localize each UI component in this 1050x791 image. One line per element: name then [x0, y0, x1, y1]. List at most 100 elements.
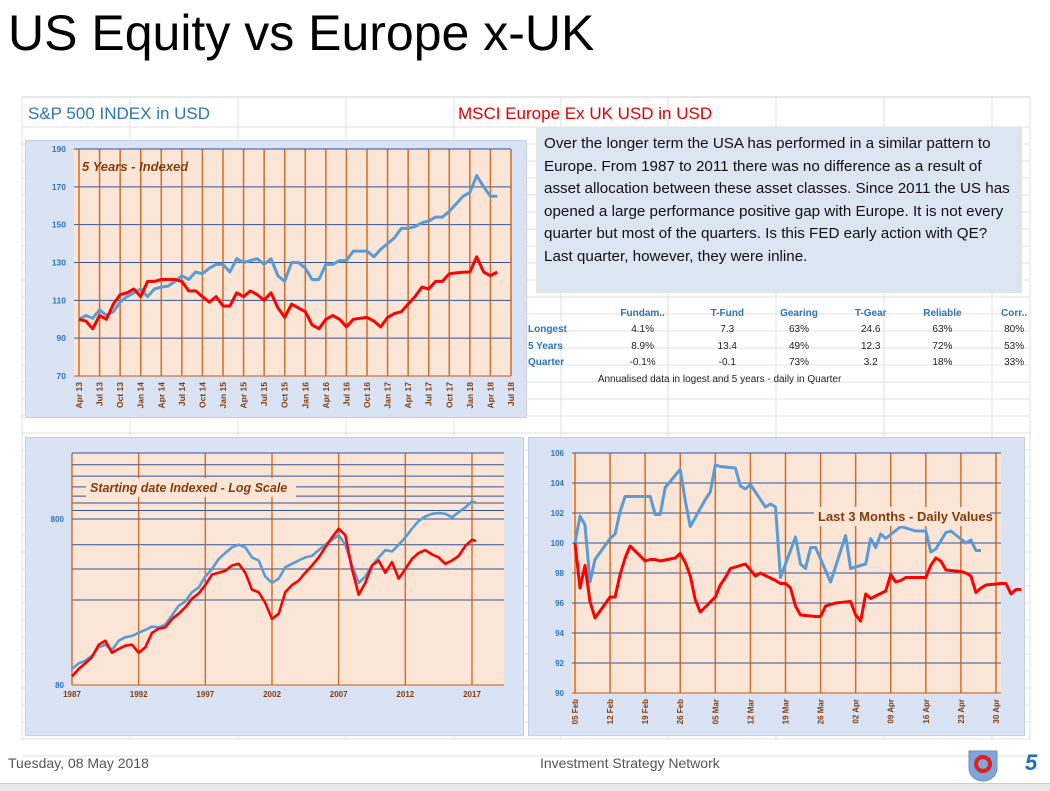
x-tick-label: 05 Feb: [571, 699, 580, 724]
x-tick-label: Apr 14: [156, 382, 166, 409]
y-tick-label: 70: [57, 371, 67, 381]
footer-network: Investment Strategy Network: [540, 755, 720, 771]
col-gearing: Gearing: [780, 307, 818, 319]
cell: -0.1%: [629, 357, 656, 369]
chart-log-scale: 80 800 1987 1992 1997 2002 2007 2012 2017 Startin…: [51, 452, 504, 699]
y-tick-label: 102: [551, 509, 565, 518]
x-tick-label: 2007: [330, 690, 348, 699]
stats-table: Fundam.. T-Fund Gearing T-Gear Reliable …: [526, 305, 1050, 388]
y-tick-label: 94: [555, 629, 564, 638]
x-tick-label: 02 Apr: [852, 699, 861, 724]
cell: 72%: [932, 340, 953, 352]
x-tick-label: 2002: [263, 690, 281, 699]
y-tick-label: 800: [51, 515, 65, 524]
chart-title: 5 Years - Indexed: [82, 159, 189, 174]
x-tick-label: Jul 16: [341, 382, 351, 406]
cell: 73%: [788, 357, 809, 369]
y-tick-label: 90: [555, 689, 564, 698]
page-number: 5: [1025, 750, 1038, 775]
cell: 33%: [1004, 357, 1025, 369]
cell: 13.4: [717, 340, 737, 352]
x-tick-label: Oct 15: [280, 382, 290, 408]
x-tick-label: Oct 13: [115, 382, 125, 408]
y-tick-label: 110: [52, 295, 66, 305]
stats-row-5-years: 5 Years 8.9% 13.4 49% 12.3 72% 53%: [526, 338, 1050, 355]
col-t-gear: T-Gear: [854, 307, 887, 319]
series-line-us: [71, 500, 477, 670]
chart-5-years-panel: 70 90 110 130 150 170 190 Apr 13 Jul 13 Oct 13 Jan…: [25, 140, 527, 418]
row-label: 5 Years: [528, 340, 563, 352]
x-tick-label: 12 Feb: [606, 699, 615, 724]
x-tick-label: 16 Apr: [922, 699, 931, 724]
x-tick-label: Oct 16: [362, 382, 372, 408]
y-tick-label: 90: [57, 333, 67, 343]
y-tick-label: 104: [551, 479, 565, 488]
x-tick-label: Apr 13: [74, 382, 84, 409]
series-line-europe: [71, 527, 477, 678]
x-tick-label: Oct 14: [197, 382, 207, 408]
y-tick-label: 130: [52, 258, 66, 268]
x-tick-label: Jan 15: [218, 382, 228, 409]
x-tick-label: Apr 17: [403, 382, 413, 409]
x-tick-label: 09 Apr: [887, 699, 896, 724]
x-tick-label: Jan 16: [300, 382, 310, 409]
chart-3-months-daily: 90 92 94 96 98 100 102 104 106 05 Feb 12 Feb 19 Feb…: [551, 449, 1021, 724]
cell: 3.2: [863, 357, 878, 369]
y-tick-label: 92: [555, 659, 564, 668]
cell: 24.6: [860, 324, 881, 336]
row-label: Longest: [528, 324, 567, 336]
col-t-fund: T-Fund: [710, 307, 744, 319]
x-tick-label: 26 Feb: [676, 699, 685, 724]
y-tick-label: 80: [55, 681, 64, 690]
page-title: US Equity vs Europe x-UK: [8, 5, 595, 61]
y-tick-label: 106: [551, 449, 565, 458]
cell: 63%: [932, 324, 953, 336]
x-tick-label: 23 Apr: [957, 699, 966, 724]
x-tick-label: 19 Mar: [781, 699, 790, 724]
x-tick-label: Jul 18: [506, 382, 516, 406]
chart-log-scale-panel: 80 800 1987 1992 1997 2002 2007 2012 2017 Startin…: [25, 437, 524, 736]
x-tick-label: Jul 14: [177, 382, 187, 406]
chart-5-years-indexed: 70 90 110 130 150 170 190 Apr 13 Jul 13 Oct 13 Jan…: [52, 144, 516, 409]
y-tick-label: 190: [52, 144, 66, 154]
stats-row-quarter: Quarter -0.1% -0.1 73% 3.2 18% 33%: [526, 355, 1050, 372]
x-tick-label: Oct 17: [444, 382, 454, 408]
y-tick-label: 150: [52, 220, 66, 230]
col-reliable: Reliable: [923, 307, 962, 319]
x-tick-label: 1987: [63, 690, 81, 699]
x-tick-label: Jan 17: [383, 382, 393, 409]
cell: 53%: [1004, 340, 1025, 352]
chart-title: Last 3 Months - Daily Values: [818, 509, 993, 524]
chart-title: Starting date Indexed - Log Scale: [90, 481, 287, 495]
cell: 7.3: [720, 324, 735, 336]
stats-note-row: Annualised data in logest and 5 years - …: [526, 371, 1050, 388]
shield-logo-icon: [968, 750, 998, 782]
cell: 12.3: [860, 340, 881, 352]
cell: 18%: [932, 357, 953, 369]
x-tick-label: Apr 15: [239, 382, 249, 409]
x-tick-label: 1992: [130, 690, 148, 699]
stats-header-row: Fundam.. T-Fund Gearing T-Gear Reliable …: [526, 305, 1050, 322]
stats-row-longest: Longest 4.1% 7.3 63% 24.6 63% 80%: [526, 322, 1050, 339]
series-line-europe: [573, 542, 1021, 623]
y-tick-label: 170: [52, 182, 66, 192]
cell: 63%: [788, 324, 809, 336]
x-tick-label: 05 Mar: [711, 699, 720, 724]
cell: 8.9%: [631, 340, 655, 352]
chart-title-bg: [814, 507, 990, 526]
col-fundam: Fundam..: [620, 307, 665, 319]
cell: 80%: [1004, 324, 1025, 336]
col-corr: Corr..: [1001, 307, 1028, 319]
x-tick-label: 19 Feb: [641, 699, 650, 724]
x-tick-label: Jul 17: [424, 382, 434, 406]
y-tick-label: 100: [551, 539, 565, 548]
cell: 4.1%: [631, 324, 655, 336]
x-tick-label: 12 Mar: [746, 699, 755, 724]
x-tick-label: 2017: [463, 690, 481, 699]
chart-3-months-panel: 90 92 94 96 98 100 102 104 106 05 Feb 12 Feb 19 Feb…: [528, 437, 1025, 736]
commentary-box: Over the longer term the USA has perform…: [536, 127, 1022, 293]
chart-title-bg: [86, 478, 296, 497]
series-line-us: [78, 174, 498, 321]
x-tick-label: Jan 14: [136, 382, 146, 409]
x-tick-label: 26 Mar: [817, 699, 826, 724]
